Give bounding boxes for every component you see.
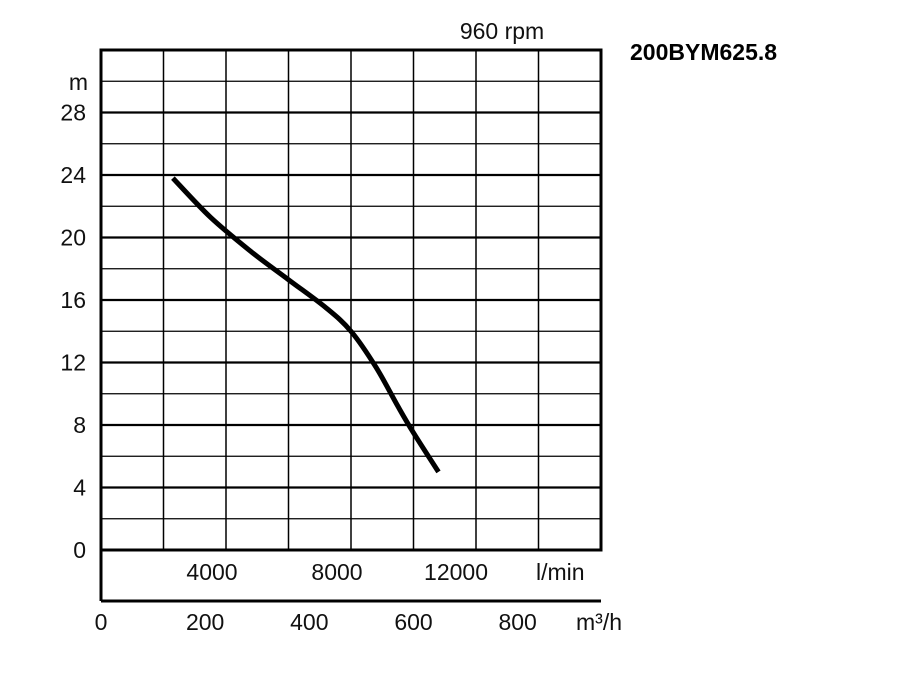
x-tick-label-m3h: 0 (95, 609, 108, 635)
x-tick-labels-lmin: 4000 8000 12000 (186, 559, 488, 585)
grid (101, 50, 601, 550)
y-tick-label: 16 (60, 287, 86, 313)
x-tick-label-m3h: 600 (394, 609, 432, 635)
y-tick-label: 4 (73, 475, 86, 501)
x-tick-labels-m3h: 0 200 400 600 800 (95, 609, 537, 635)
x-tick-label-lmin: 8000 (311, 559, 362, 585)
y-axis-unit: m (69, 69, 88, 95)
x-unit-lmin: l/min (536, 559, 585, 585)
y-tick-label: 8 (73, 412, 86, 438)
plot-frame (99, 48, 603, 552)
x-tick-label-m3h: 200 (186, 609, 224, 635)
y-tick-label: 24 (60, 162, 86, 188)
x-unit-m3h: m³/h (576, 609, 622, 635)
speed-label: 960 rpm (460, 18, 544, 44)
model-label: 200BYM625.8 (630, 39, 777, 65)
y-tick-label: 12 (60, 350, 86, 376)
y-tick-label: 0 (73, 537, 86, 563)
x-tick-label-m3h: 800 (498, 609, 536, 635)
x-tick-label-lmin: 12000 (424, 559, 488, 585)
head-flow-curve (171, 176, 441, 474)
x-tick-label-m3h: 400 (290, 609, 328, 635)
y-tick-label: 20 (60, 225, 86, 251)
x-tick-label-lmin: 4000 (186, 559, 237, 585)
y-tick-label: 28 (60, 100, 86, 126)
y-tick-labels: 0 4 8 12 16 20 24 28 (60, 100, 86, 564)
